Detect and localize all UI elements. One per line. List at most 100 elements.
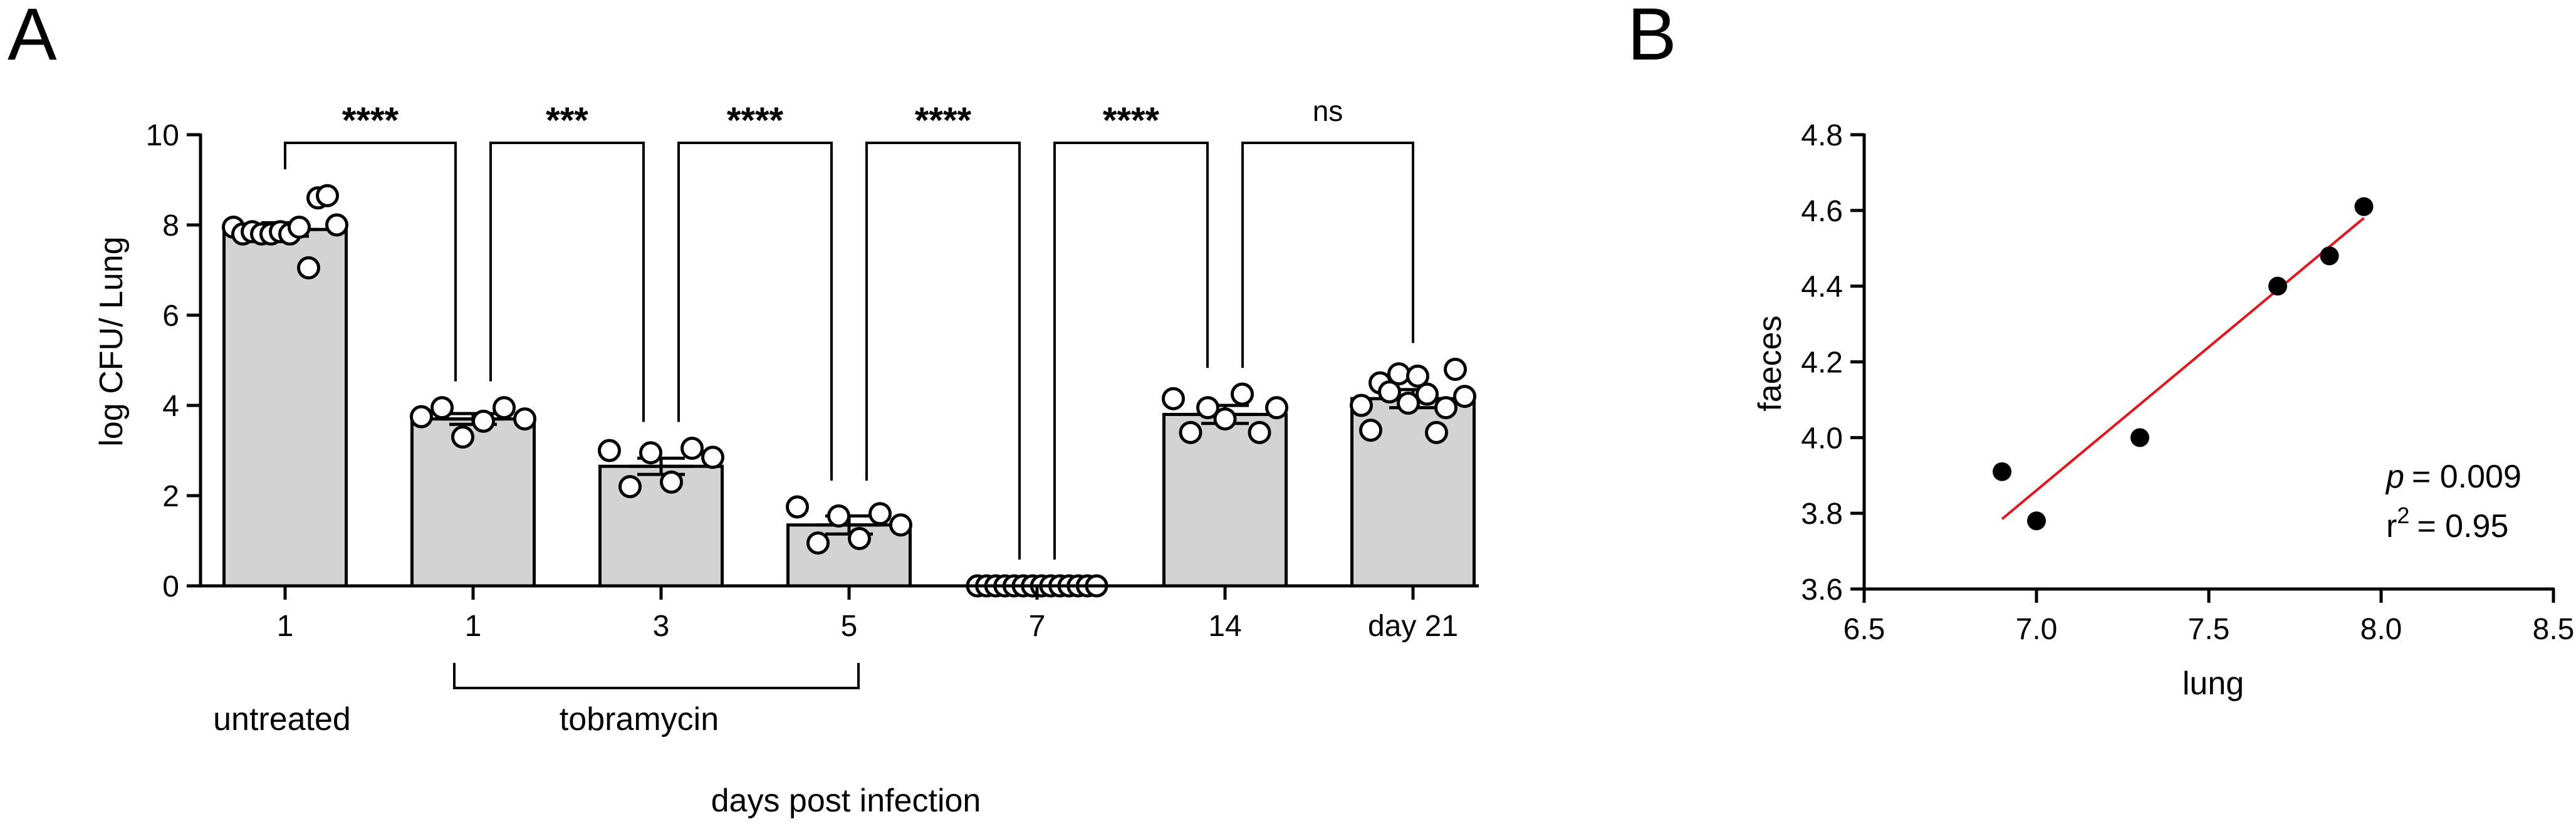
data-point xyxy=(598,439,621,462)
p-value-annotation: p = 0.009 xyxy=(2385,459,2521,495)
data-point xyxy=(2027,511,2046,531)
data-point xyxy=(889,513,912,537)
y-tick-label: 4.4 xyxy=(1801,271,1843,304)
data-point xyxy=(1265,396,1288,420)
data-point xyxy=(868,502,892,526)
x-axis: 1 1 3 5 7 14 day 21 xyxy=(199,584,1479,643)
panel-label-a: A xyxy=(8,0,57,76)
data-point xyxy=(1231,382,1254,406)
x-tick-label: 8.0 xyxy=(2360,613,2402,646)
data-point xyxy=(472,409,495,433)
y-tick-label: 6 xyxy=(162,300,179,333)
data-point xyxy=(1248,420,1271,444)
x-tick-label: 8.5 xyxy=(2533,613,2575,646)
r-superscript: 2 xyxy=(2397,503,2409,528)
y-tick-label: 4.2 xyxy=(1801,347,1843,380)
tobramycin-group-bracket xyxy=(453,663,860,689)
significance-label: ns xyxy=(1313,95,1343,127)
x-axis-title: days post infection xyxy=(711,783,981,819)
significance-label: **** xyxy=(342,100,399,141)
y-tick-label: 4.6 xyxy=(1801,195,1843,228)
group-label-tobramycin: tobramycin xyxy=(560,701,719,738)
y-tick-label: 4.8 xyxy=(1801,119,1843,152)
data-point xyxy=(2354,197,2374,216)
x-tick-label: 3 xyxy=(653,610,670,643)
data-point xyxy=(1378,380,1401,404)
r-squared-value: = 0.95 xyxy=(2417,508,2508,545)
data-point xyxy=(1350,394,1373,417)
data-point xyxy=(1397,391,1420,415)
r-label: r xyxy=(2386,508,2397,545)
significance-bracket xyxy=(489,142,645,422)
group-label-untreated: untreated xyxy=(213,701,351,738)
significance-bracket xyxy=(1053,142,1209,560)
p-label: p xyxy=(2385,459,2404,495)
data-point xyxy=(2130,428,2149,447)
data-point xyxy=(1425,420,1448,444)
data-point xyxy=(701,446,724,469)
x-tick-label: 1 xyxy=(465,610,482,643)
x-axis-title: lung xyxy=(2182,665,2244,702)
significance-label: **** xyxy=(727,100,784,141)
plot-area xyxy=(1993,197,2374,531)
significance-bracket xyxy=(677,142,833,481)
y-tick-label: 4.0 xyxy=(1801,422,1843,455)
y-tick-label: 2 xyxy=(162,480,179,513)
y-axis: 0 2 4 6 8 10 xyxy=(146,119,202,603)
data-point xyxy=(513,407,536,431)
data-point xyxy=(618,475,642,499)
bar xyxy=(410,417,536,588)
data-point xyxy=(827,504,850,528)
x-tick-label: 6.5 xyxy=(1843,613,1885,646)
axes: 3.6 3.8 4.0 4.2 4.4 4.6 4.8 6.5 7.0 7.5 8.0 8.5 xyxy=(1801,119,2574,646)
data-point xyxy=(1162,387,1185,410)
data-point xyxy=(1993,462,2011,481)
significance-bracket xyxy=(1241,142,1414,368)
y-tick-label: 0 xyxy=(162,570,179,603)
data-point xyxy=(451,425,474,449)
scatter-chart: faeces lung 3.6 3.8 4.0 4.2 4.4 4.6 4.8 6.5 7.0 7… xyxy=(1752,119,2574,702)
significance-bracket xyxy=(284,142,457,382)
significance-bracket xyxy=(865,142,1021,560)
data-point xyxy=(288,216,311,239)
y-tick-label: 4 xyxy=(162,390,179,423)
x-tick-label: 5 xyxy=(841,610,858,643)
data-point xyxy=(430,396,454,420)
y-tick-label: 3.8 xyxy=(1801,498,1843,531)
x-tick-label: 1 xyxy=(277,610,294,643)
data-point xyxy=(1406,364,1429,388)
data-point xyxy=(1359,419,1382,442)
data-point xyxy=(786,495,809,519)
panel-label-b: B xyxy=(1627,0,1677,76)
x-tick-label: day 21 xyxy=(1368,610,1458,643)
data-point xyxy=(681,436,704,460)
data-point xyxy=(325,213,348,237)
data-point xyxy=(639,441,662,465)
data-point xyxy=(660,470,683,494)
y-tick-label: 8 xyxy=(162,209,179,242)
significance-label: **** xyxy=(1103,100,1160,141)
bar xyxy=(1162,412,1288,588)
data-point xyxy=(848,526,871,550)
data-point xyxy=(316,184,339,207)
y-axis-title: log CFU/ Lung xyxy=(93,236,130,446)
y-tick-label: 3.6 xyxy=(1801,573,1843,607)
data-point xyxy=(1213,407,1237,431)
y-axis-title: faeces xyxy=(1752,315,1788,411)
data-point xyxy=(1416,382,1439,406)
data-point xyxy=(1453,385,1476,409)
data-point xyxy=(410,405,433,429)
significance-label: **** xyxy=(915,100,972,141)
data-point xyxy=(806,531,830,555)
data-point xyxy=(1387,362,1411,386)
r-squared-annotation: r2 = 0.95 xyxy=(2386,503,2508,545)
data-point xyxy=(297,256,320,279)
data-point xyxy=(1196,396,1219,420)
data-point xyxy=(2320,246,2339,266)
data-point xyxy=(1179,420,1202,444)
regression-line xyxy=(2001,217,2365,520)
data-point xyxy=(2268,276,2287,296)
significance-label: *** xyxy=(546,100,588,141)
